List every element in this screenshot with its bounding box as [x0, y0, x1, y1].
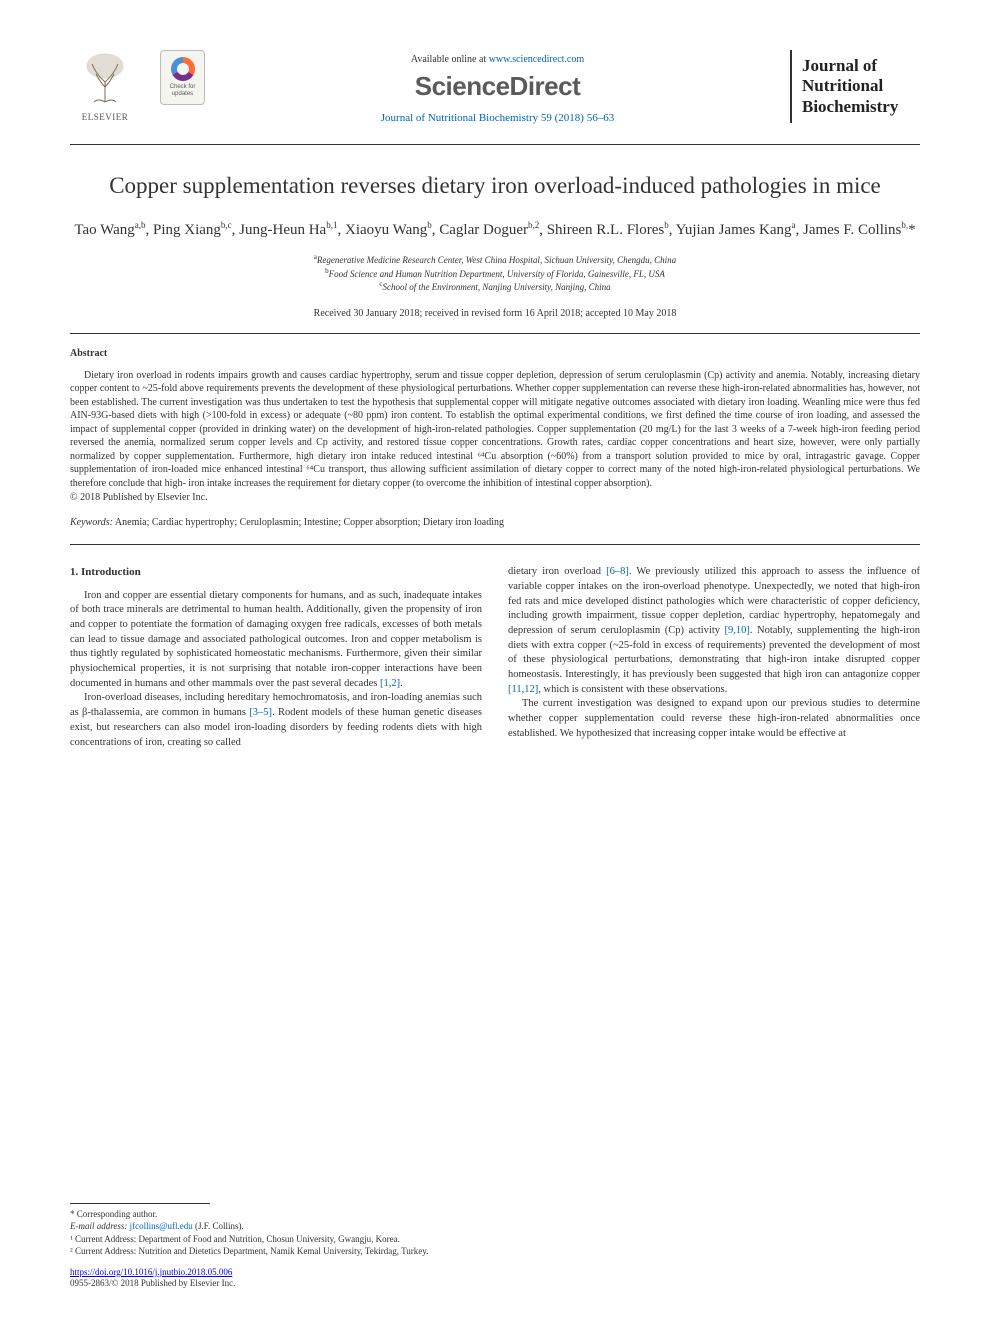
- center-header: Available online at www.sciencedirect.co…: [205, 50, 790, 124]
- journal-title-box: Journal of Nutritional Biochemistry: [790, 50, 920, 123]
- journal-box-line: Journal of: [802, 56, 916, 76]
- corresponding-author: * Corresponding author.: [70, 1208, 920, 1221]
- citation-link[interactable]: [9,10]: [725, 625, 750, 636]
- publisher-block: ELSEVIER Check for updates: [70, 50, 205, 130]
- crossmark-icon: [171, 57, 195, 81]
- journal-box-line: Nutritional: [802, 76, 916, 96]
- sciencedirect-logo: ScienceDirect: [205, 71, 790, 102]
- citation-link[interactable]: [3–5]: [249, 707, 272, 718]
- affiliation-b: bFood Science and Human Nutrition Depart…: [70, 267, 920, 281]
- divider: [70, 333, 920, 334]
- footnotes: * Corresponding author. E-mail address: …: [70, 1203, 920, 1258]
- body-columns: 1. Introduction Iron and copper are esse…: [70, 565, 920, 750]
- body-text: The current investigation was designed t…: [508, 698, 920, 738]
- affiliation-text: Food Science and Human Nutrition Departm…: [329, 269, 665, 279]
- article-dates: Received 30 January 2018; received in re…: [70, 308, 920, 319]
- email-line: E-mail address: jfcollins@ufl.edu (J.F. …: [70, 1220, 920, 1233]
- elsevier-label: ELSEVIER: [70, 112, 140, 122]
- email-author: (J.F. Collins).: [195, 1221, 244, 1231]
- affiliation-text: School of the Environment, Nanjing Unive…: [382, 282, 610, 292]
- email-label: E-mail address:: [70, 1221, 127, 1231]
- affiliation-c: cSchool of the Environment, Nanjing Univ…: [70, 280, 920, 294]
- available-online: Available online at www.sciencedirect.co…: [205, 54, 790, 65]
- paragraph: The current investigation was designed t…: [508, 697, 920, 741]
- affiliations: aRegenerative Medicine Research Center, …: [70, 253, 920, 294]
- column-right: dietary iron overload [6–8]. We previous…: [508, 565, 920, 750]
- keywords-text: Anemia; Cardiac hypertrophy; Ceruloplasm…: [115, 517, 504, 528]
- affiliation-a: aRegenerative Medicine Research Center, …: [70, 253, 920, 267]
- affiliation-text: Regenerative Medicine Research Center, W…: [317, 255, 676, 265]
- abstract-label: Abstract: [70, 348, 920, 359]
- article-title: Copper supplementation reverses dietary …: [70, 173, 920, 199]
- paragraph: dietary iron overload [6–8]. We previous…: [508, 565, 920, 697]
- divider: [70, 544, 920, 545]
- body-text: .: [400, 678, 403, 689]
- header: ELSEVIER Check for updates Available onl…: [70, 50, 920, 130]
- footnote-rule: [70, 1203, 210, 1204]
- abstract-copyright: © 2018 Published by Elsevier Inc.: [70, 492, 920, 503]
- section-heading: 1. Introduction: [70, 565, 482, 580]
- elsevier-logo: ELSEVIER: [70, 50, 140, 130]
- check-updates-label: Check for updates: [161, 84, 204, 97]
- sciencedirect-link[interactable]: www.sciencedirect.com: [489, 54, 584, 65]
- paragraph: Iron-overload diseases, including heredi…: [70, 691, 482, 750]
- journal-reference[interactable]: Journal of Nutritional Biochemistry 59 (…: [205, 112, 790, 124]
- citation-link[interactable]: [11,12]: [508, 684, 538, 695]
- footnote-1: ¹ Current Address: Department of Food an…: [70, 1233, 920, 1246]
- journal-ref-link[interactable]: Journal of Nutritional Biochemistry 59 (…: [381, 112, 614, 124]
- check-updates-badge[interactable]: Check for updates: [160, 50, 205, 105]
- authors: Tao Wanga,b, Ping Xiangb,c, Jung-Heun Ha…: [70, 219, 920, 241]
- footer: https://doi.org/10.1016/j.jnutbio.2018.0…: [70, 1267, 920, 1290]
- column-left: 1. Introduction Iron and copper are esse…: [70, 565, 482, 750]
- keywords-label: Keywords:: [70, 517, 113, 528]
- doi-link[interactable]: https://doi.org/10.1016/j.jnutbio.2018.0…: [70, 1267, 232, 1277]
- issn-line: 0955-2863/© 2018 Published by Elsevier I…: [70, 1278, 235, 1288]
- divider: [70, 144, 920, 145]
- citation-link[interactable]: [6–8]: [606, 566, 629, 577]
- paragraph: Iron and copper are essential dietary co…: [70, 589, 482, 692]
- citation-link[interactable]: [1,2]: [380, 678, 400, 689]
- keywords: Keywords: Anemia; Cardiac hypertrophy; C…: [70, 517, 920, 528]
- body-text: dietary iron overload: [508, 566, 606, 577]
- email-link[interactable]: jfcollins@ufl.edu: [130, 1221, 193, 1231]
- body-text: , which is consistent with these observa…: [538, 684, 727, 695]
- elsevier-tree-icon: [70, 50, 140, 112]
- body-text: Iron and copper are essential dietary co…: [70, 590, 482, 689]
- footnote-2: ² Current Address: Nutrition and Dieteti…: [70, 1245, 920, 1258]
- available-prefix: Available online at: [411, 54, 489, 65]
- abstract-text: Dietary iron overload in rodents impairs…: [70, 369, 920, 491]
- journal-box-line: Biochemistry: [802, 97, 916, 117]
